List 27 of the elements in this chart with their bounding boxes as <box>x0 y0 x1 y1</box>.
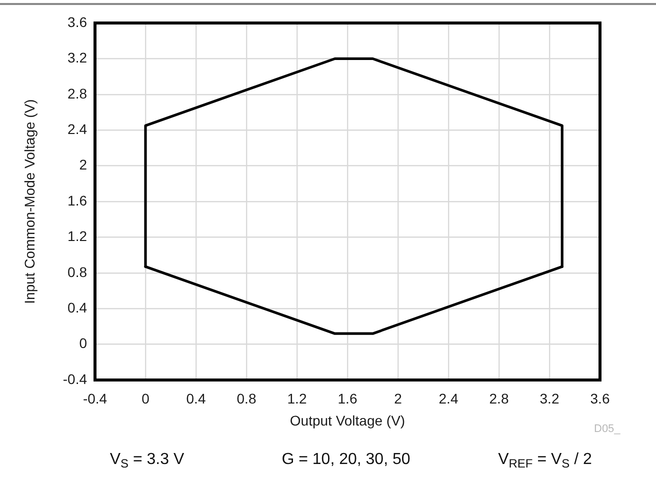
x-tick-label: 1.2 <box>287 390 307 406</box>
x-axis-title: Output Voltage (V) <box>290 412 406 428</box>
y-tick-label: 0.4 <box>68 299 88 316</box>
y-tick-label: -0.4 <box>62 370 88 387</box>
y-tick-label: 3.2 <box>68 50 88 66</box>
x-tick-label: 3.6 <box>590 390 610 406</box>
y-tick-label: 0.8 <box>68 264 88 280</box>
y-tick-label: 1.6 <box>68 192 88 208</box>
x-tick-label: 2 <box>394 390 402 406</box>
text: G = 10, 20, 30, 50 <box>282 450 410 470</box>
text: V$_{REF}$ = V$_{S}$ / 2 <box>498 450 592 471</box>
y-tick-label: 3.6 <box>68 14 88 30</box>
x-tick-label: 3.2 <box>540 390 560 406</box>
y-tick-label: 2.4 <box>68 120 88 137</box>
y-tick-label: 2 <box>79 156 88 173</box>
x-tick-label: 0.8 <box>236 390 256 406</box>
text: D05_ <box>594 423 620 436</box>
x-tick-label: 0.4 <box>186 390 206 406</box>
y-axis-title: Input Common-Mode Voltage (V) <box>21 99 38 304</box>
x-tick-label: 0 <box>142 390 150 406</box>
x-tick-label: 2.8 <box>489 390 509 406</box>
y-tick-label: 0 <box>79 335 88 352</box>
x-tick-label: 1.6 <box>338 390 358 406</box>
y-tick-label: 1.2 <box>68 228 88 244</box>
text: V$_{S}$ = 3.3 V <box>110 450 184 471</box>
y-tick-label: 2.8 <box>68 85 88 102</box>
x-tick-label: 2.4 <box>438 390 458 406</box>
